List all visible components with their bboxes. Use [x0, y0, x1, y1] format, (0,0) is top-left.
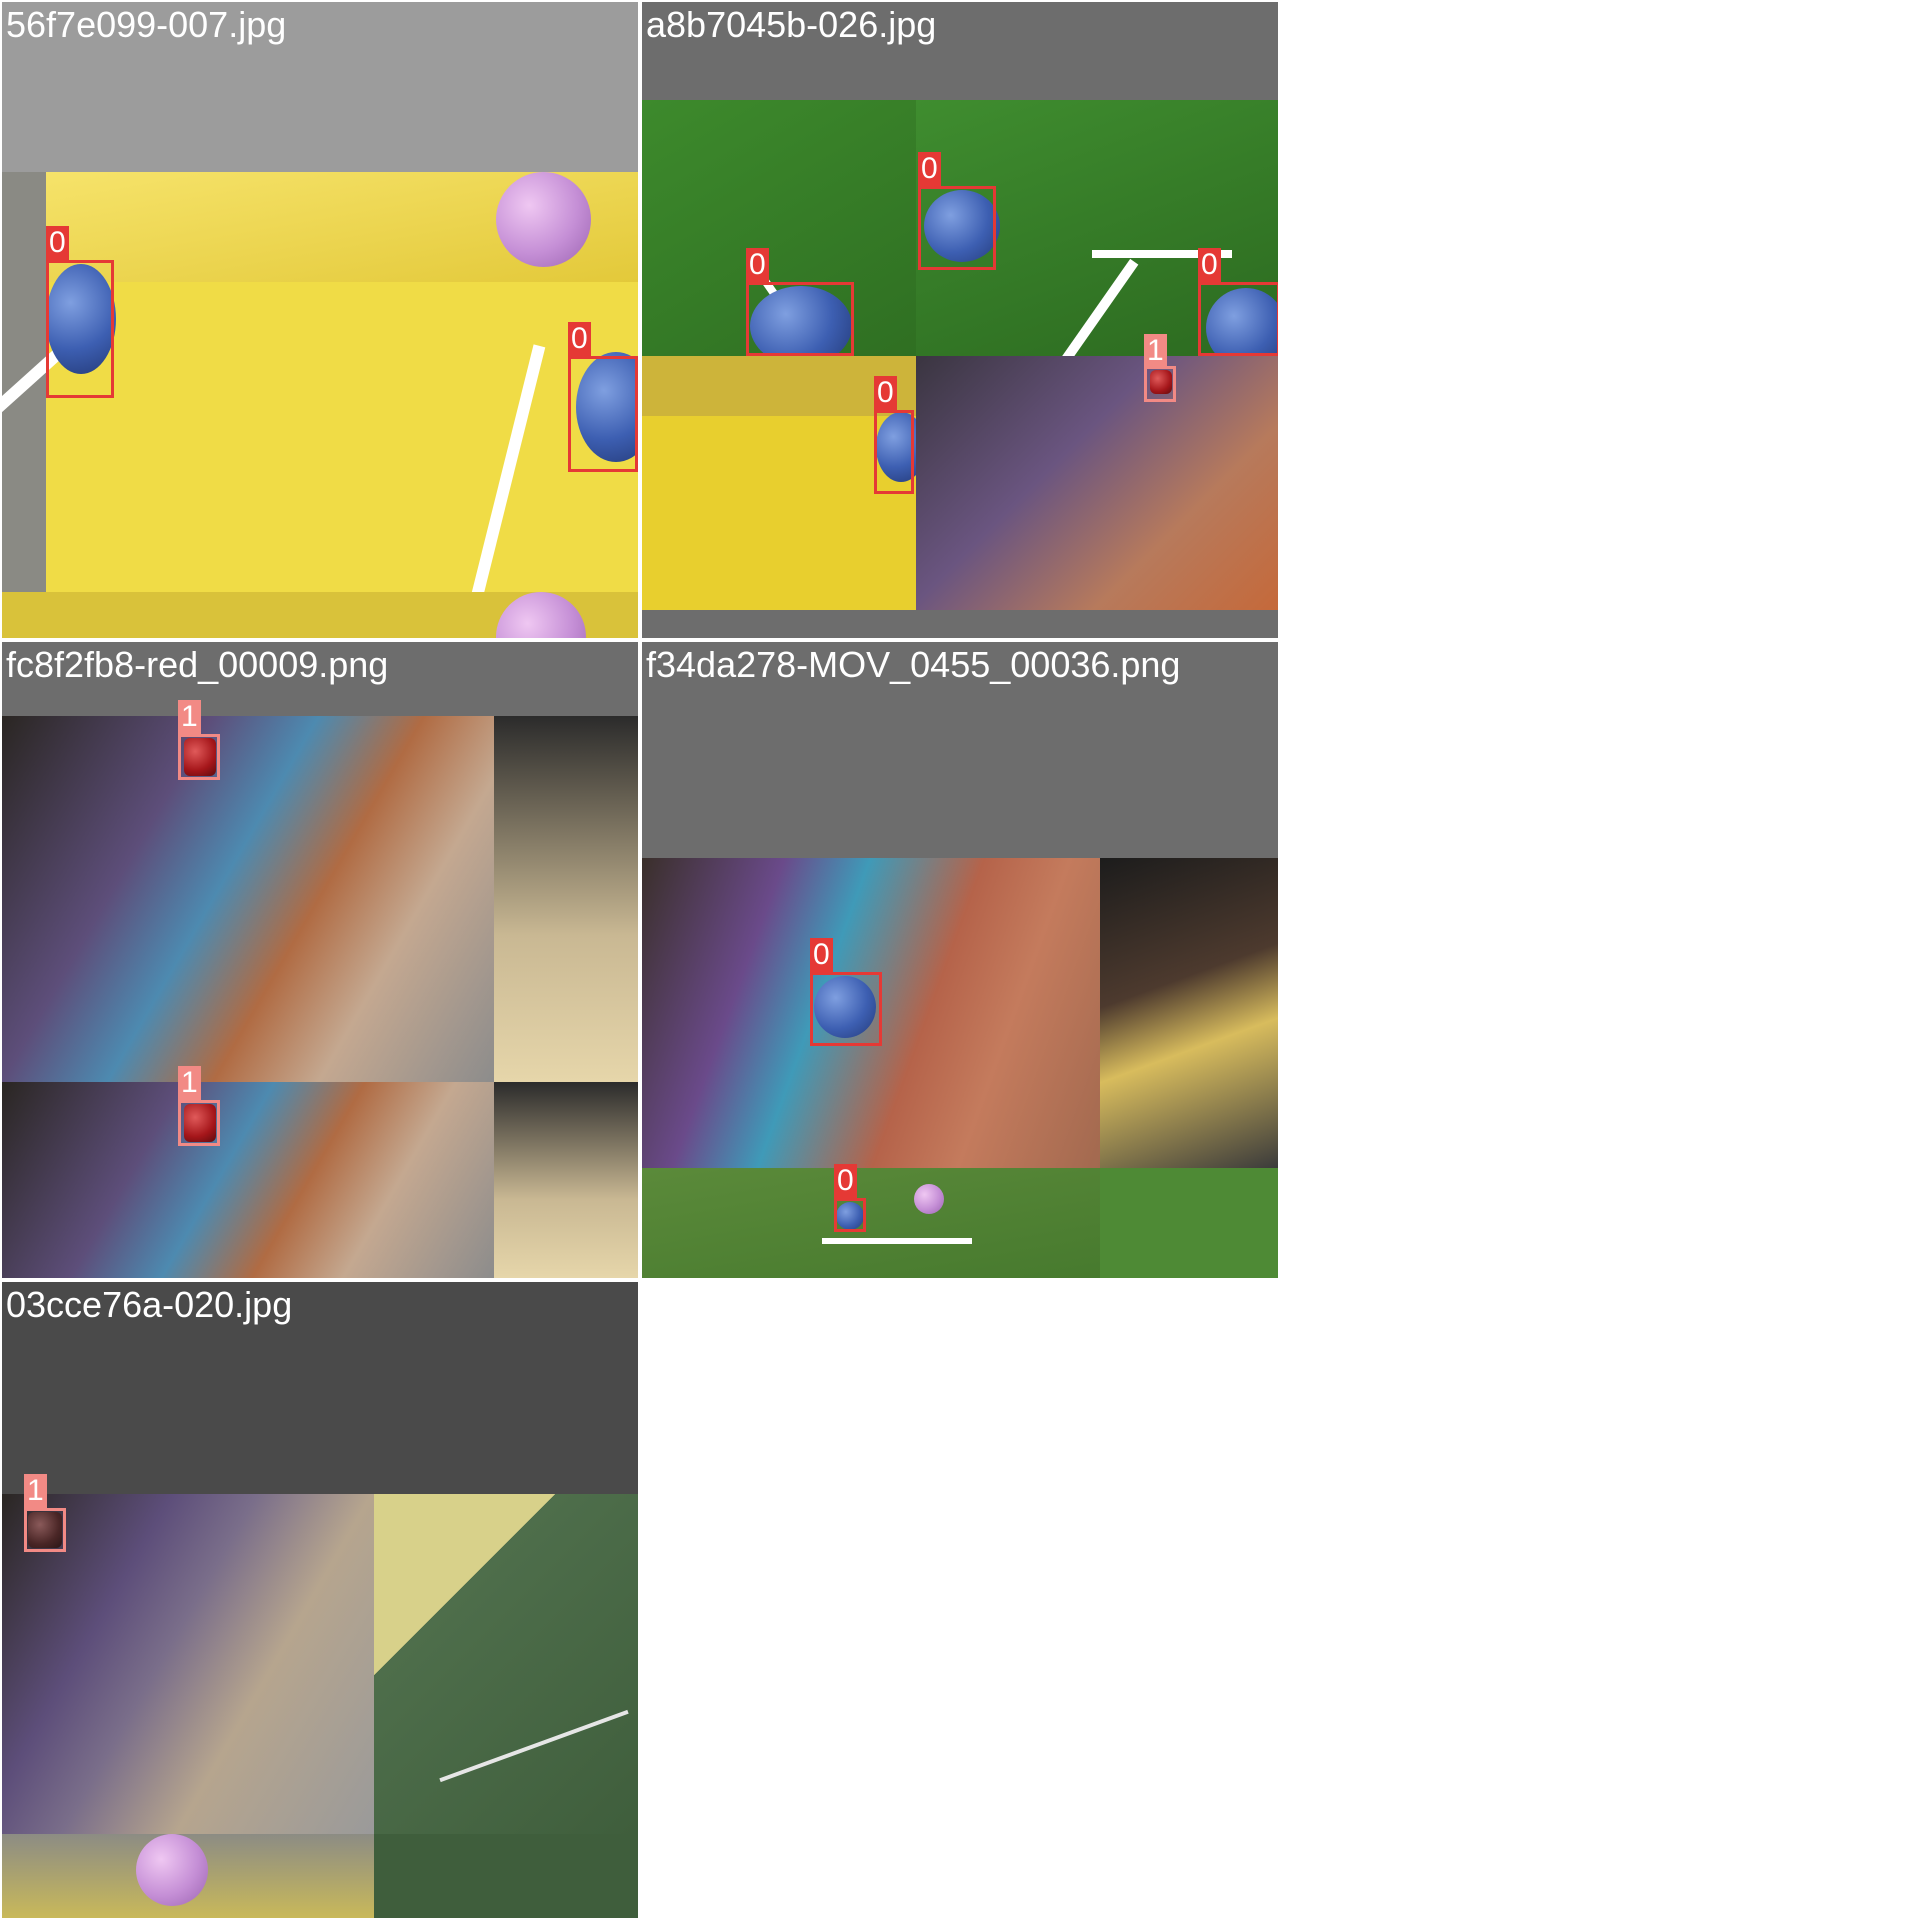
room-floor-image [2, 1082, 494, 1278]
bounding-box [1198, 282, 1278, 356]
blue-ball [814, 976, 876, 1038]
green-floor-image [642, 1168, 1100, 1278]
bowl-image [1100, 858, 1278, 1168]
mosaic-tile-1: 56f7e099-007.jpg 0 0 [2, 2, 638, 638]
class-label: 0 [746, 248, 769, 282]
class-label: 0 [874, 376, 897, 410]
tile-title: 03cce76a-020.jpg [6, 1284, 293, 1325]
purple-ball [136, 1834, 208, 1906]
blue-ball [1206, 288, 1278, 356]
purple-ball [914, 1184, 944, 1214]
desk-image [494, 716, 638, 1082]
green-floor-image [642, 100, 916, 356]
class-label: 1 [178, 700, 201, 734]
mosaic-tile-2: a8b7045b-026.jpg 0 0 0 0 1 [642, 2, 1278, 638]
class-label: 0 [918, 152, 941, 186]
tile-title: 56f7e099-007.jpg [6, 4, 287, 45]
blue-ball [924, 190, 1000, 262]
bounding-box [834, 1198, 866, 1232]
green-floor-image [374, 1494, 638, 1834]
yellow-floor-image [642, 356, 916, 610]
red-cube [184, 1104, 216, 1142]
blue-ball [750, 286, 852, 356]
yellow-floor-image [2, 1834, 374, 1918]
mosaic-tile-3: fc8f2fb8-red_00009.png 1 1 [2, 642, 638, 1278]
red-cube [28, 1512, 62, 1548]
blue-ball [576, 352, 638, 462]
bounding-box [46, 260, 114, 398]
class-label: 0 [834, 1164, 857, 1198]
green-floor-image [916, 100, 1278, 356]
room-floor-image [2, 716, 494, 1082]
green-floor-image [1100, 1168, 1278, 1278]
blue-ball [876, 412, 916, 482]
class-label: 0 [46, 226, 69, 260]
red-cube [1150, 370, 1172, 394]
bounding-box [1144, 366, 1176, 402]
blue-ball [836, 1202, 864, 1230]
class-label: 0 [810, 938, 833, 972]
bounding-box [874, 410, 914, 494]
bounding-box [746, 282, 854, 356]
red-cube [184, 738, 216, 776]
bounding-box [810, 972, 882, 1046]
purple-ball [496, 172, 591, 267]
tile-title: a8b7045b-026.jpg [646, 4, 937, 45]
bounding-box [178, 1100, 220, 1146]
tile-title: fc8f2fb8-red_00009.png [6, 644, 389, 685]
green-floor-image [374, 1834, 638, 1918]
mosaic-tile-4: f34da278-MOV_0455_00036.png 0 0 [642, 642, 1278, 1278]
class-label: 0 [568, 322, 591, 356]
bounding-box [568, 356, 638, 472]
mosaic-tile-5: 03cce76a-020.jpg 1 [2, 1282, 638, 1918]
desk-image [494, 1082, 638, 1278]
bounding-box [918, 186, 996, 270]
room-floor-image [916, 356, 1278, 610]
class-label: 1 [24, 1474, 47, 1508]
yellow-floor-image [2, 172, 638, 638]
class-label: 1 [178, 1066, 201, 1100]
bounding-box [24, 1508, 66, 1552]
class-label: 1 [1144, 334, 1167, 368]
blue-ball [46, 264, 116, 374]
class-label: 0 [1198, 248, 1221, 282]
tile-title: f34da278-MOV_0455_00036.png [646, 644, 1181, 685]
bounding-box [178, 734, 220, 780]
